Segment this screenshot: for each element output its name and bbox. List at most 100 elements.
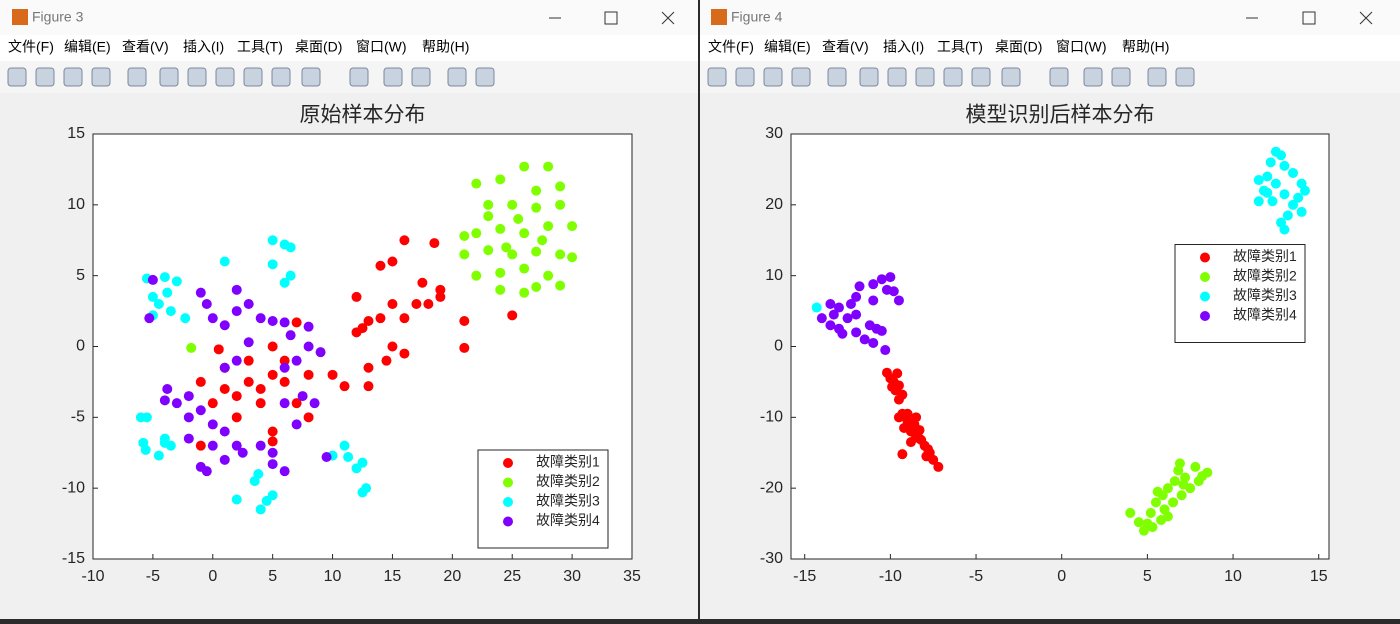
scatter-point [531,282,542,292]
legend-label: 故障类别4 [1233,307,1297,323]
menu-item[interactable]: 帮助(H) [1122,39,1169,55]
close-button[interactable] [1359,11,1373,25]
toolbar-button[interactable] [215,67,235,87]
x-tick-label: 25 [503,568,521,585]
menu-item[interactable]: 文件(F) [8,39,54,55]
scatter-point [531,246,542,257]
app-icon [12,9,28,25]
toolbar-button[interactable] [1083,67,1103,87]
close-button[interactable] [661,11,675,25]
menu-item[interactable]: 桌面(D) [295,39,342,55]
scatter-point [171,276,182,287]
toolbar-button[interactable] [1111,67,1131,87]
scatter-point [195,376,206,387]
toolbar-button[interactable] [859,67,879,87]
scatter-point [851,327,862,338]
x-tick-label: 15 [384,568,402,585]
scatter-point [859,334,870,345]
toolbar-button[interactable] [887,67,907,87]
menu-item[interactable]: 桌面(D) [995,39,1042,55]
toolbar-button[interactable] [1049,67,1069,87]
toolbar-button[interactable] [707,67,727,87]
toolbar-button[interactable] [447,67,467,87]
toolbar-button[interactable] [301,67,321,87]
toolbar-button[interactable] [91,67,111,87]
scatter-point [207,440,218,451]
scatter-point [435,284,446,295]
toolbar-button[interactable] [1175,67,1195,87]
scatter-point [876,274,887,285]
scatter-point [321,452,332,462]
scatter-point [255,504,266,515]
legend-marker [1200,272,1210,282]
scatter-point [519,287,530,298]
menu-item[interactable]: 编辑(E) [64,39,111,55]
toolbar-button[interactable] [243,67,263,87]
scatter-point [291,317,302,328]
menu-item[interactable]: 插入(I) [183,39,224,55]
toolbar-button[interactable] [735,67,755,87]
toolbar-button[interactable] [827,67,847,87]
menu-item[interactable]: 查看(V) [122,39,169,55]
scatter-point [183,433,194,444]
maximize-button[interactable] [604,11,618,25]
scatter-point [180,313,191,324]
legend-label: 故障类别1 [1233,248,1297,264]
toolbar-button[interactable] [159,67,179,87]
scatter-point [339,381,350,392]
scatter-point [279,362,290,373]
scatter-point [285,242,296,253]
toolbar-button[interactable] [63,67,83,87]
scatter-point [459,342,470,353]
toolbar-button[interactable] [915,67,935,87]
scatter-point [501,242,512,253]
window-title: Figure 4 [731,9,783,25]
toolbar-button[interactable] [411,67,431,87]
scatter-point [495,223,506,234]
toolbar-button[interactable] [971,67,991,87]
maximize-button[interactable] [1302,11,1316,25]
toolbar-button[interactable] [7,67,27,87]
menu-item[interactable]: 窗口(W) [356,39,407,55]
toolbar-button[interactable] [1001,67,1021,87]
y-tick-label: -10 [62,479,85,496]
scatter-point [885,272,896,283]
scatter-point [303,412,314,423]
menu-item[interactable]: 编辑(E) [764,39,811,55]
menu-item[interactable]: 工具(T) [937,39,983,55]
app-icon [711,9,727,25]
scatter-point [363,381,374,392]
toolbar-button[interactable] [187,67,207,87]
toolbar-button[interactable] [763,67,783,87]
menu-item[interactable]: 插入(I) [883,39,924,55]
menu-item[interactable]: 帮助(H) [422,39,469,55]
toolbar-button[interactable] [35,67,55,87]
scatter-point [183,391,194,402]
menu-item[interactable]: 查看(V) [822,39,869,55]
scatter-point [1133,517,1144,528]
scatter-point [162,287,173,298]
scatter-point [363,316,374,326]
scatter-point [1152,486,1163,497]
toolbar-button[interactable] [349,67,369,87]
scatter-point [471,228,482,239]
scatter-point [261,495,272,506]
toolbar-button[interactable] [943,67,963,87]
toolbar-button[interactable] [127,67,147,87]
scatter-point [1174,458,1185,469]
scatter-point [811,302,822,313]
scatter-point [459,316,470,326]
legend-marker [503,458,513,468]
scatter-point [267,341,278,352]
toolbar-button[interactable] [271,67,291,87]
toolbar-button[interactable] [383,67,403,87]
menu-item[interactable]: 窗口(W) [1056,39,1107,55]
menu-item[interactable]: 工具(T) [237,39,283,55]
menu-item[interactable]: 文件(F) [708,39,754,55]
toolbar-button[interactable] [791,67,811,87]
toolbar-button[interactable] [1147,67,1167,87]
scatter-point [351,291,362,302]
scatter-point [315,347,326,358]
toolbar-button[interactable] [475,67,495,87]
menu-bar [0,35,698,61]
